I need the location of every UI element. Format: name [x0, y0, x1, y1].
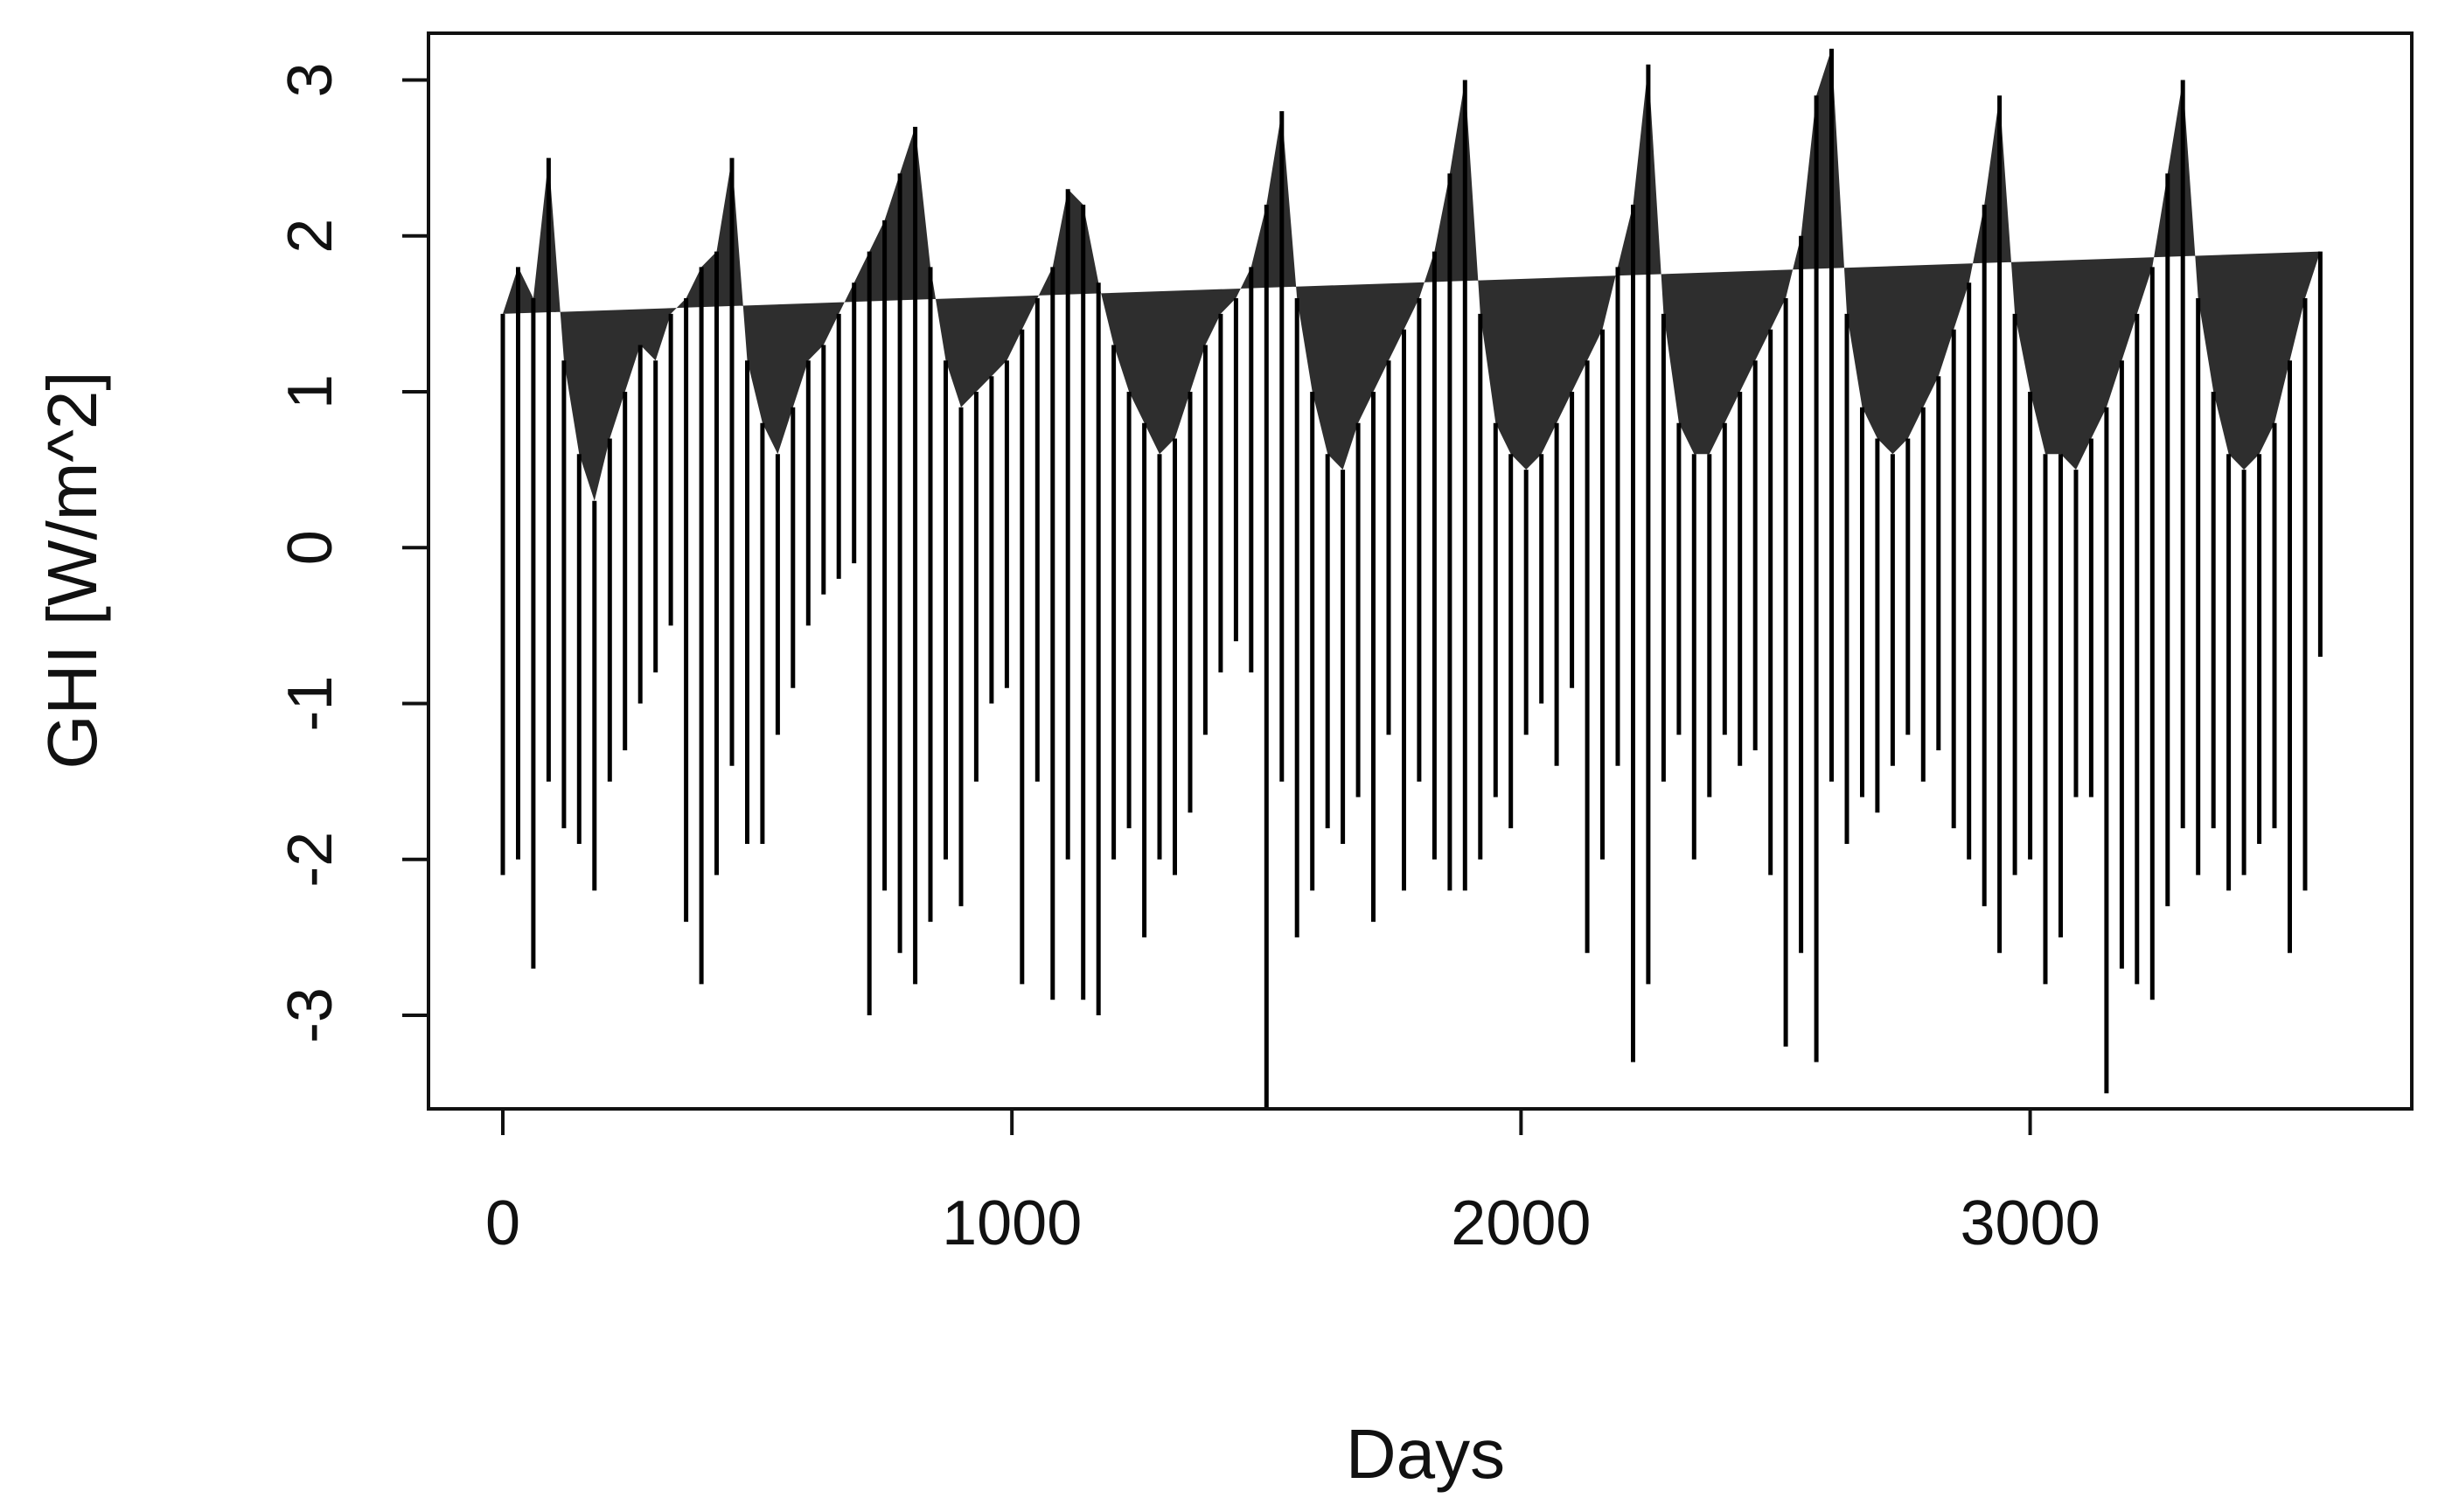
- x-tick-label: 2000: [1451, 1188, 1591, 1258]
- x-axis-title: Days: [1346, 1415, 1505, 1493]
- x-tick-label: 1000: [942, 1188, 1082, 1258]
- y-tick-label: 1: [275, 374, 345, 409]
- series-band: [503, 48, 2321, 501]
- x-tick-label: 3000: [1960, 1188, 2100, 1258]
- y-axis: -3 -2 -1 0 1 2 3: [275, 62, 430, 1043]
- x-tick-label: 0: [485, 1188, 520, 1258]
- y-tick-label: -1: [275, 676, 345, 732]
- y-tick-label: -3: [275, 987, 345, 1043]
- y-tick-label: 2: [275, 219, 345, 254]
- y-tick-label: 0: [275, 530, 345, 565]
- y-tick-label: -2: [275, 832, 345, 888]
- x-axis: 0 1000 2000 3000: [485, 1107, 2100, 1258]
- y-axis-title: GHI [W/m^2]: [33, 371, 111, 769]
- y-tick-label: 3: [275, 62, 345, 97]
- series-layer: [500, 48, 2323, 1109]
